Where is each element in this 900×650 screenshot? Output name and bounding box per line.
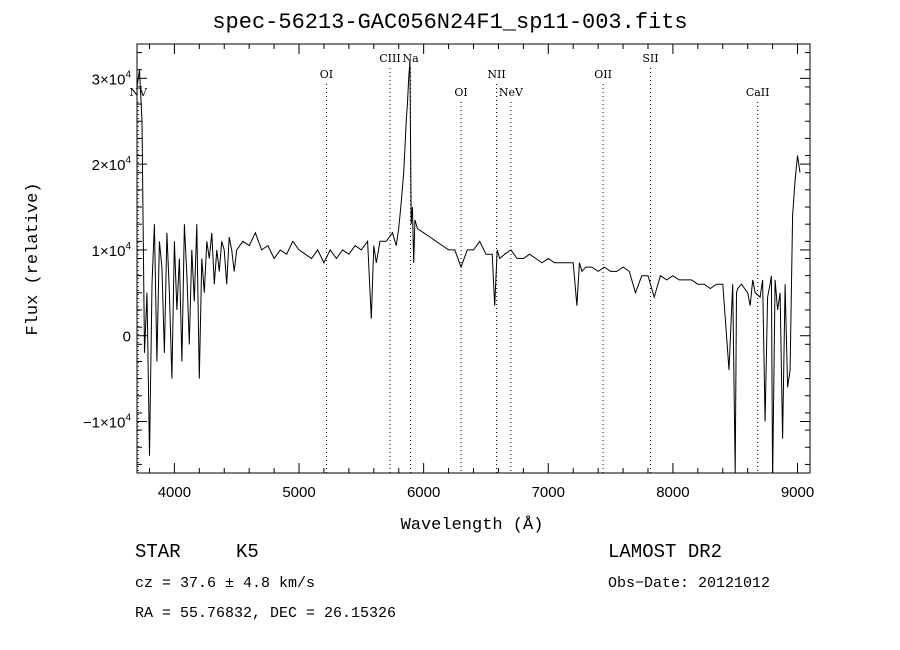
spectral-line-label: SII: [642, 52, 658, 65]
y-tick-label: −1×104: [83, 413, 132, 432]
spectral-line-label: CaII: [746, 86, 770, 99]
coordinates: RA = 55.76832, DEC = 26.15326: [135, 605, 397, 622]
plot-frame: [136, 43, 811, 474]
spectral-line-label: CIII: [379, 52, 400, 65]
spectral-line-markers: NV OI CIII Na OI NII NeV OII SII CaII: [129, 52, 769, 473]
survey-name: LAMOST DR2: [608, 541, 723, 563]
x-axis-label: Wavelength (Å): [401, 516, 544, 535]
chart-title: spec-56213-GAC056N24F1_sp11-003.fits: [212, 10, 688, 35]
x-tick-label: 5000: [282, 484, 315, 501]
spectral-line-label: OI: [454, 86, 467, 99]
x-tick-label: 8000: [656, 484, 689, 501]
x-tick-label: 6000: [407, 484, 440, 501]
obs-date: Obs−Date: 20121012: [608, 575, 771, 592]
y-tick-label: 3×104: [92, 69, 132, 88]
y-tick-label: 0: [123, 329, 131, 346]
axes: 4000 5000 6000 7000 8000 9000 −1×104 0 1×104 2×10…: [83, 44, 814, 501]
x-tick-label: 7000: [532, 484, 565, 501]
x-tick-label: 9000: [781, 484, 814, 501]
spectral-line-label: NeV: [499, 86, 524, 99]
plot-border: [136, 43, 811, 474]
x-tick-label: 4000: [158, 484, 191, 501]
object-subclass: K5: [236, 541, 259, 563]
spectral-line-label: Na: [402, 52, 419, 65]
spectral-line-label: NII: [487, 68, 505, 81]
y-tick-label: 1×104: [92, 241, 132, 260]
y-axis-label: Flux (relative): [24, 182, 43, 335]
spectrum-series: [137, 61, 801, 473]
y-tick-label: 2×104: [92, 155, 132, 174]
spectral-line-label: NV: [129, 86, 148, 99]
spectral-line-label: OI: [320, 68, 333, 81]
redshift-value: cz = 37.6 ± 4.8 km/s: [135, 575, 316, 592]
spectral-line-label: OII: [594, 68, 612, 81]
spectrum-line-0: [137, 61, 801, 473]
object-type: STAR: [135, 541, 181, 563]
